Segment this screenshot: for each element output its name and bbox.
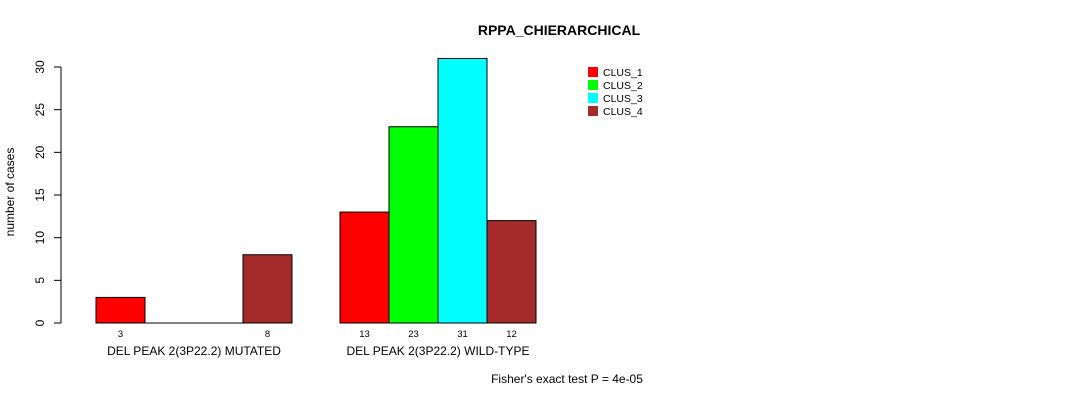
y-axis: 0 5 10 15 20 25 30: [33, 60, 62, 326]
legend-label: CLUS_2: [603, 80, 643, 92]
bars: [95, 57, 537, 324]
legend-swatch-clus-4: [588, 106, 598, 116]
bar-clus-2-group-2: [388, 126, 439, 324]
bar-value-label: 13: [359, 329, 370, 340]
group-labels: DEL PEAK 2(3P22.2) MUTATED DEL PEAK 2(3P2…: [107, 344, 529, 358]
legend-swatch-clus-1: [588, 67, 598, 77]
y-tick-label: 25: [33, 103, 47, 117]
legend-swatch-clus-3: [588, 93, 598, 103]
bar-value-label: 12: [506, 329, 517, 340]
bar-clus-4-group-1: [242, 254, 293, 324]
legend-label: CLUS_3: [603, 93, 643, 105]
group-label-1: DEL PEAK 2(3P22.2) MUTATED: [107, 344, 281, 358]
group-label-2: DEL PEAK 2(3P22.2) WILD-TYPE: [347, 344, 530, 358]
bar-clus-1-group-1: [95, 296, 146, 324]
fisher-test-annotation: Fisher's exact test P = 4e-05: [491, 372, 643, 386]
value-labels: 3 8 13 23 31 12: [118, 329, 517, 340]
legend-label: CLUS_4: [603, 106, 643, 118]
bar-value-label: 23: [408, 329, 419, 340]
bar-clus-4-group-2: [486, 220, 537, 324]
y-tick-label: 30: [33, 60, 47, 74]
bar-clus-3-group-2: [437, 57, 488, 324]
legend-label: CLUS_1: [603, 67, 643, 79]
y-tick-label: 10: [33, 231, 47, 245]
bar-value-label: 8: [265, 329, 270, 340]
y-tick-label: 20: [33, 145, 47, 159]
y-tick-label: 0: [33, 319, 47, 326]
y-tick-label: 5: [33, 277, 47, 284]
y-tick-label: 15: [33, 188, 47, 202]
chart-title: RPPA_CHIERARCHICAL: [478, 22, 641, 38]
bar-value-label: 3: [118, 329, 123, 340]
bar-clus-1-group-2: [339, 211, 390, 324]
bar-value-label: 31: [457, 329, 468, 340]
legend-swatch-clus-2: [588, 80, 598, 90]
y-axis-label: number of cases: [3, 148, 17, 237]
